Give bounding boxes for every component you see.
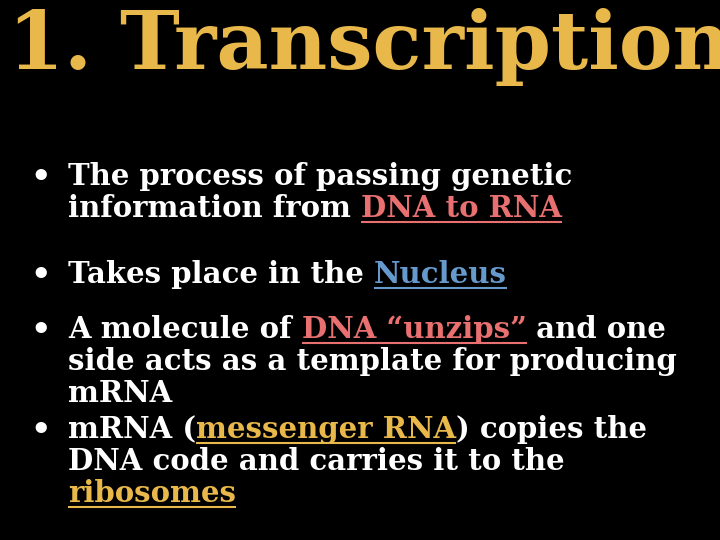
Text: information from: information from (68, 194, 361, 223)
Text: A molecule of: A molecule of (68, 315, 302, 344)
Text: ribosomes: ribosomes (68, 479, 236, 508)
Text: side acts as a template for producing: side acts as a template for producing (68, 347, 677, 376)
Text: ) copies the: ) copies the (456, 415, 647, 444)
Text: DNA “unzips”: DNA “unzips” (302, 315, 526, 344)
Text: Nucleus: Nucleus (374, 260, 507, 289)
Text: •: • (30, 415, 50, 446)
Text: The process of passing genetic: The process of passing genetic (68, 162, 572, 191)
Text: messenger RNA: messenger RNA (196, 415, 456, 444)
Text: •: • (30, 162, 50, 193)
Text: DNA to RNA: DNA to RNA (361, 194, 562, 223)
Text: •: • (30, 260, 50, 291)
Text: DNA code and carries it to the: DNA code and carries it to the (68, 447, 564, 476)
Text: 1. Transcription: 1. Transcription (8, 8, 720, 86)
Text: mRNA (: mRNA ( (68, 415, 196, 444)
Text: Takes place in the: Takes place in the (68, 260, 374, 289)
Text: •: • (30, 315, 50, 346)
Text: mRNA: mRNA (68, 379, 172, 408)
Text: and one: and one (526, 315, 667, 344)
